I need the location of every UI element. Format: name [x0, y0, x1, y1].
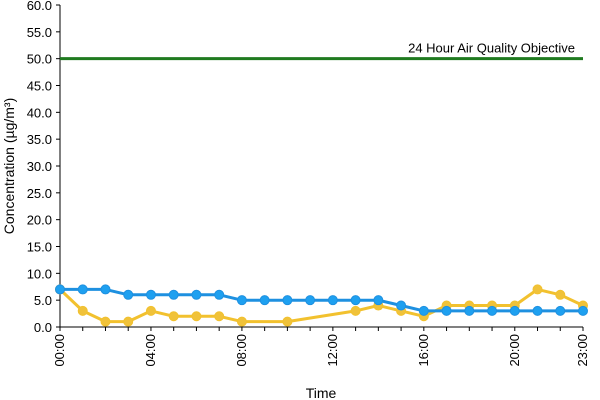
- x-tick-label: 08:00: [234, 334, 249, 367]
- series-2-point: [396, 300, 407, 311]
- series-group: [55, 284, 588, 327]
- series-2-point: [487, 305, 498, 316]
- y-tick-label: 40.0: [27, 105, 52, 120]
- series-2-point: [418, 305, 429, 316]
- series-2-point: [168, 289, 179, 300]
- series-2-point: [100, 284, 111, 295]
- y-ticks: 0.0 5.0 10.0 15.0 20.0 25.0 30.0 35.0 40.0 45.0 50…: [27, 0, 60, 335]
- reference-line-group: 24 Hour Air Quality Objective: [60, 41, 583, 61]
- y-tick-label: 60.0: [27, 0, 52, 13]
- x-tick-label: 12:00: [325, 334, 340, 367]
- series-2-point: [327, 295, 338, 306]
- series-2-point: [464, 305, 475, 316]
- series-2-point: [441, 305, 452, 316]
- y-tick-label: 35.0: [27, 132, 52, 147]
- series-2-point: [555, 305, 566, 316]
- series-1-point: [100, 316, 111, 327]
- series-2-point: [55, 284, 65, 295]
- series-1-point: [123, 316, 134, 327]
- series-2-point: [532, 305, 543, 316]
- y-tick-label: 25.0: [27, 186, 52, 201]
- series-2-point: [214, 289, 225, 300]
- series-1-point: [282, 316, 293, 327]
- series-2-line: [60, 287, 583, 313]
- y-tick-label: 10.0: [27, 266, 52, 281]
- series-1-point: [145, 305, 156, 316]
- x-ticks: 00:00 04:00 08:00 12:00 16:00 20:00 23:00: [52, 327, 590, 367]
- reference-line-label: 24 Hour Air Quality Objective: [408, 41, 575, 56]
- series-1-point: [214, 311, 225, 322]
- x-axis-label: Time: [306, 385, 337, 400]
- series-1-point: [350, 305, 361, 316]
- y-tick-label: 5.0: [34, 293, 52, 308]
- series-1-point: [191, 311, 202, 322]
- series-2-point: [259, 295, 270, 306]
- y-tick-label: 30.0: [27, 159, 52, 174]
- series-1-point: [77, 305, 88, 316]
- y-tick-label: 15.0: [27, 240, 52, 255]
- series-2-point: [282, 295, 293, 306]
- series-2-point: [145, 289, 156, 300]
- series-1-point: [532, 284, 543, 295]
- series-2-point: [509, 305, 520, 316]
- y-tick-label: 0.0: [34, 320, 52, 335]
- y-tick-label: 50.0: [27, 52, 52, 67]
- series-1-point: [555, 289, 566, 300]
- y-tick-label: 55.0: [27, 25, 52, 40]
- series-1-point: [168, 311, 179, 322]
- x-tick-label: 23:00: [575, 334, 590, 367]
- x-tick-label: 04:00: [143, 334, 158, 367]
- x-tick-label: 00:00: [52, 334, 67, 367]
- x-tick-label: 20:00: [507, 334, 522, 367]
- y-tick-label: 20.0: [27, 213, 52, 228]
- series-2-point: [373, 295, 384, 306]
- y-tick-label: 45.0: [27, 79, 52, 94]
- x-tick-label: 16:00: [416, 334, 431, 367]
- series-2-point: [236, 295, 247, 306]
- series-1-point: [236, 316, 247, 327]
- series-2-point: [578, 305, 588, 316]
- series-2-point: [123, 289, 134, 300]
- series-2-point: [350, 295, 361, 306]
- series-2-point: [191, 289, 202, 300]
- y-axis-label: Concentration (µg/m³): [1, 98, 17, 234]
- series-2-point: [77, 284, 88, 295]
- series-2-point: [305, 295, 316, 306]
